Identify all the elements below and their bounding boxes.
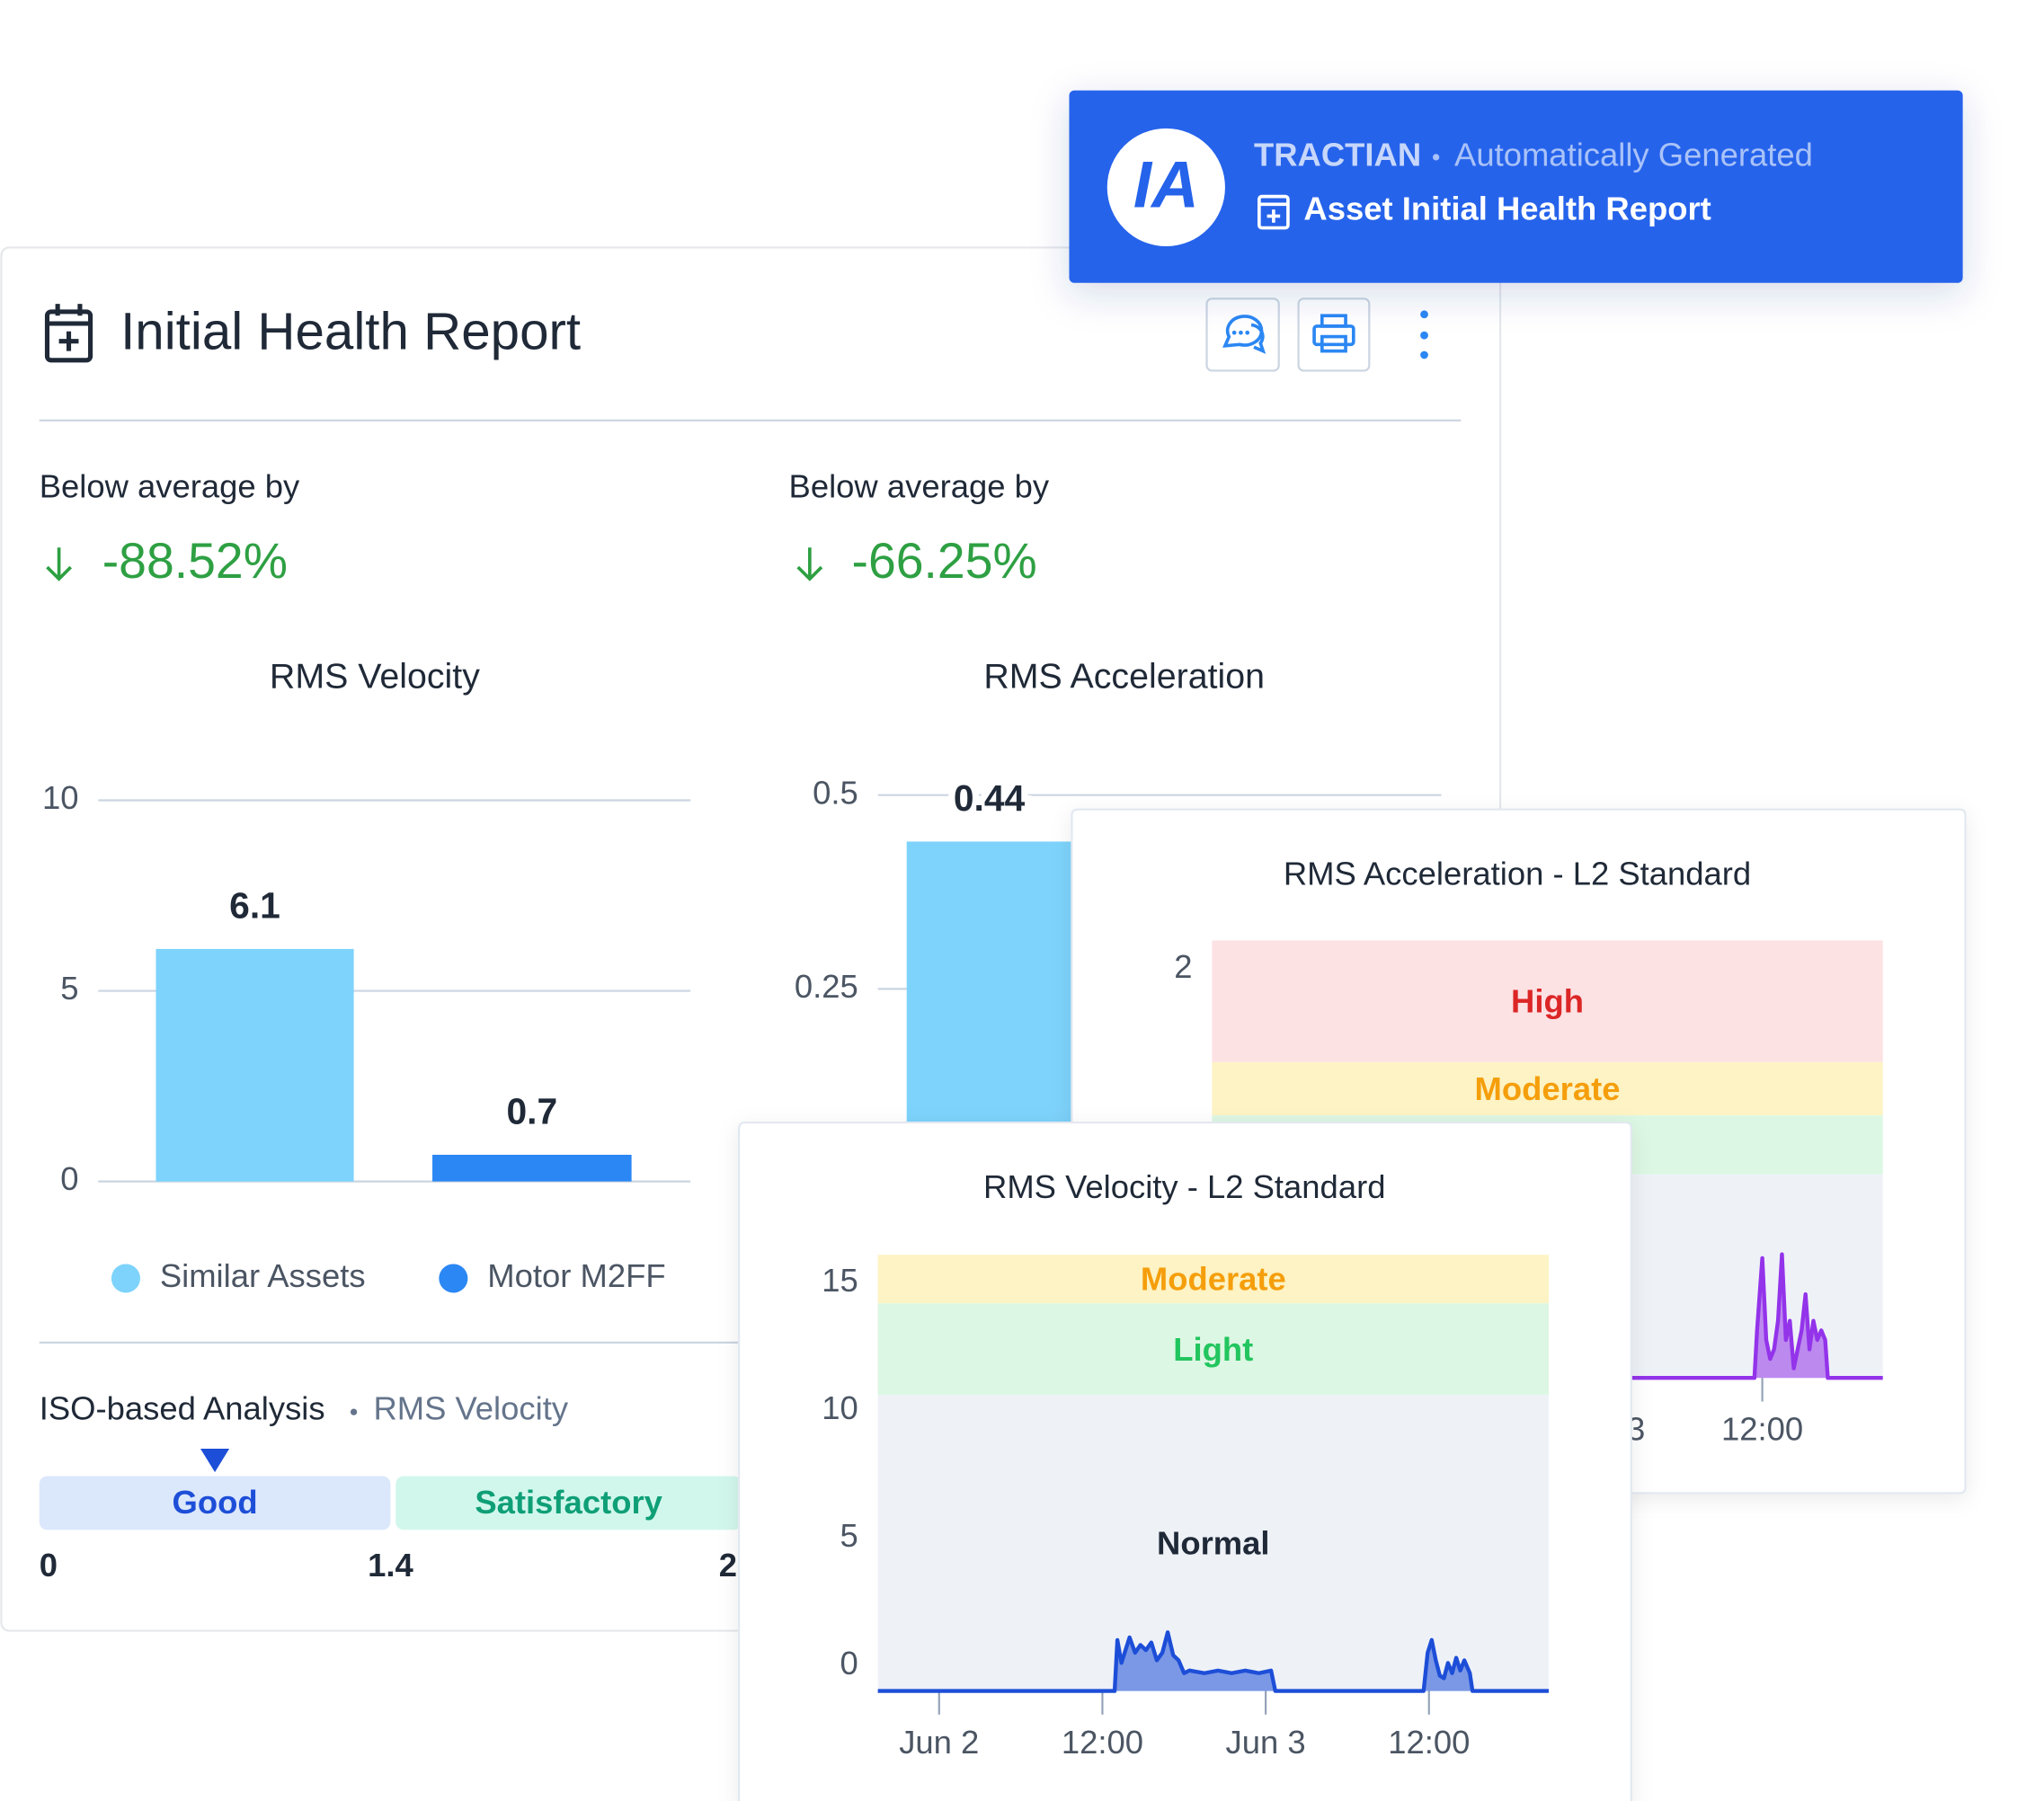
iso-zone-label: Good bbox=[173, 1484, 258, 1521]
iso-tick-label: 0 bbox=[40, 1547, 58, 1584]
area-fill bbox=[877, 1632, 1549, 1691]
logo: IA bbox=[1133, 149, 1199, 222]
y-tick-label: 10 bbox=[42, 779, 79, 816]
x-tick-label: Jun 3 bbox=[1226, 1724, 1306, 1761]
x-tick-label: 12:00 bbox=[1721, 1411, 1803, 1448]
chart-title: RMS Acceleration - L2 Standard bbox=[1284, 856, 1751, 892]
notification-background bbox=[1069, 90, 1963, 283]
y-tick-label: 0 bbox=[60, 1160, 78, 1197]
zone-band bbox=[1212, 1061, 1883, 1116]
zone-label: Moderate bbox=[1475, 1070, 1621, 1107]
report-icon bbox=[44, 304, 93, 363]
notification[interactable]: IA TRACTIAN Automatically Generated Asse… bbox=[1069, 90, 1963, 283]
separator bbox=[350, 1408, 358, 1415]
down-arrow bbox=[796, 547, 823, 581]
legend-label: Similar Assets bbox=[160, 1257, 366, 1294]
iso-zone bbox=[395, 1476, 742, 1530]
y-tick-label: 10 bbox=[822, 1389, 858, 1426]
metric-label: Below average by bbox=[40, 467, 300, 504]
bar bbox=[156, 948, 354, 1182]
separator bbox=[1432, 154, 1440, 161]
metric-label: Below average by bbox=[789, 467, 1050, 504]
y-tick-label: 0.25 bbox=[795, 968, 858, 1005]
more-menu[interactable] bbox=[1420, 310, 1428, 359]
report-title: Initial Health Report bbox=[120, 303, 581, 361]
legend-label: Motor M2FF bbox=[487, 1257, 665, 1294]
notification-title: Asset Initial Health Report bbox=[1303, 190, 1711, 226]
zone-band bbox=[877, 1255, 1549, 1304]
iso-metric: RMS Velocity bbox=[373, 1389, 568, 1426]
report-icon bbox=[1258, 194, 1290, 230]
down-arrow bbox=[46, 547, 73, 581]
bar bbox=[432, 1154, 632, 1182]
chart-title: RMS Velocity - L2 Standard bbox=[983, 1168, 1385, 1205]
zone-label: Light bbox=[1173, 1331, 1253, 1368]
zone-label: Normal bbox=[1157, 1525, 1270, 1562]
brand: TRACTIAN bbox=[1254, 137, 1421, 173]
y-tick-label: 2 bbox=[1174, 948, 1192, 985]
source: Automatically Generated bbox=[1454, 137, 1813, 173]
zone-label: Moderate bbox=[1141, 1261, 1286, 1298]
value-label: 0.7 bbox=[506, 1091, 557, 1132]
comment-button[interactable] bbox=[1205, 297, 1280, 372]
y-tick-label: 0.5 bbox=[813, 774, 858, 811]
x-tick-label: 12:00 bbox=[1062, 1724, 1143, 1761]
area-fill bbox=[1212, 1254, 1883, 1379]
zone-band bbox=[877, 1303, 1549, 1396]
print-button[interactable] bbox=[1297, 297, 1371, 372]
y-tick-label: 5 bbox=[60, 970, 78, 1007]
chart-title: RMS Acceleration bbox=[983, 656, 1265, 696]
y-tick-label: 15 bbox=[822, 1262, 858, 1299]
zone-band bbox=[877, 1395, 1549, 1691]
value-label: 6.1 bbox=[229, 885, 280, 927]
metric-value: -88.52% bbox=[102, 533, 288, 589]
zone-band bbox=[1212, 940, 1883, 1062]
iso-zone-label: Satisfactory bbox=[475, 1484, 662, 1521]
legend-marker bbox=[111, 1264, 140, 1293]
line bbox=[1212, 1252, 1883, 1380]
zone-label: High bbox=[1511, 983, 1584, 1020]
value-label: 0.44 bbox=[954, 777, 1026, 819]
metric-value: -66.25% bbox=[852, 533, 1037, 589]
line bbox=[877, 1630, 1549, 1693]
logo-circle bbox=[1106, 128, 1225, 247]
iso-tick-label: 1.4 bbox=[368, 1547, 413, 1584]
velocity-card: RMS Velocity - L2 Standard Moderate Light N… bbox=[738, 1121, 1632, 1801]
iso-marker bbox=[200, 1448, 230, 1473]
chart-title: RMS Velocity bbox=[270, 656, 480, 696]
x-tick-label: 12:00 bbox=[1388, 1724, 1470, 1761]
iso-title: ISO-based Analysis bbox=[40, 1389, 325, 1426]
iso-zone bbox=[39, 1476, 391, 1530]
legend-marker bbox=[439, 1264, 468, 1293]
y-tick-label: 0 bbox=[840, 1645, 858, 1681]
y-tick-label: 5 bbox=[840, 1517, 858, 1554]
x-tick-label: Jun 2 bbox=[899, 1724, 979, 1761]
